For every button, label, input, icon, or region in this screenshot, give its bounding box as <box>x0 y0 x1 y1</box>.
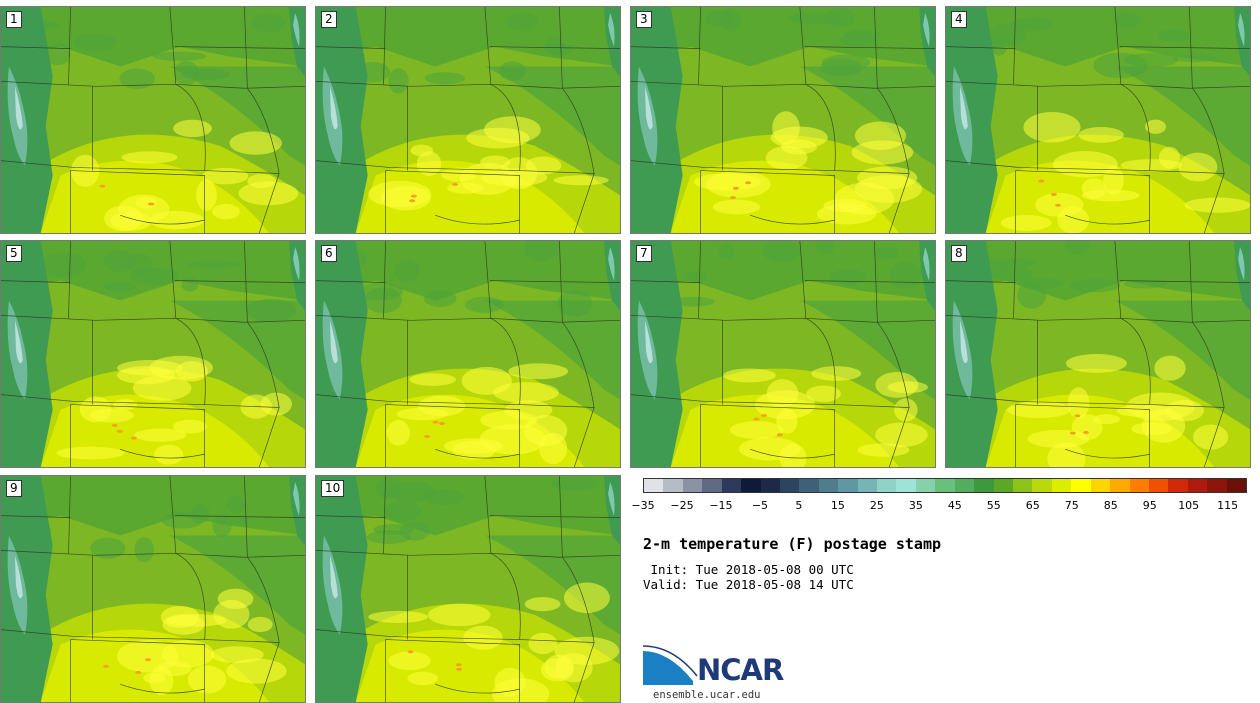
map-panel-10: 10 <box>315 475 621 703</box>
panel-number-label: 9 <box>6 480 22 497</box>
colorbar-swatch <box>779 479 800 492</box>
panel-number-label: 10 <box>321 480 345 497</box>
temperature-map <box>631 7 935 233</box>
colorbar-tick-label: 105 <box>1178 499 1200 512</box>
colorbar-swatch <box>1110 479 1130 492</box>
map-panel-7: 7 <box>630 240 936 468</box>
temperature-map <box>1 241 305 467</box>
valid-time: Valid: Tue 2018-05-08 14 UTC <box>643 577 854 592</box>
colorbar-swatch <box>857 479 878 492</box>
panel-number-label: 1 <box>6 11 22 28</box>
colorbar-tick-label: 85 <box>1103 499 1118 512</box>
colorbar-swatch <box>1207 479 1227 492</box>
colorbar-swatch <box>1226 479 1247 492</box>
map-panel-2: 2 <box>315 6 621 234</box>
temperature-map <box>631 241 935 467</box>
temperature-map <box>316 476 620 702</box>
map-title: 2-m temperature (F) postage stamp <box>643 535 942 553</box>
colorbar-swatch <box>974 479 994 492</box>
colorbar-tick-label: 35 <box>908 499 923 512</box>
panel-number-label: 7 <box>636 245 652 262</box>
colorbar-swatch <box>877 479 897 492</box>
map-panel-5: 5 <box>0 240 306 468</box>
colorbar-tick-label: 5 <box>795 499 803 512</box>
colorbar-swatch <box>1032 479 1052 492</box>
colorbar-swatch <box>954 479 975 492</box>
panel-number-label: 5 <box>6 245 22 262</box>
colorbar-tick-label: −15 <box>709 499 733 512</box>
colorbar-tick-labels: −35 −25 −15 −5 5 15 25 35 45 55 65 75 85 95 105 115 <box>631 499 1247 513</box>
colorbar-swatch <box>818 479 839 492</box>
colorbar-swatch <box>915 479 936 492</box>
colorbar-swatch <box>702 479 722 492</box>
ncar-logo-icon <box>643 645 698 685</box>
panel-number-label: 2 <box>321 11 337 28</box>
panel-number-label: 6 <box>321 245 337 262</box>
panel-number-label: 8 <box>951 245 967 262</box>
panel-number-label: 4 <box>951 11 967 28</box>
colorbar-swatch <box>935 479 955 492</box>
colorbar-swatch <box>1071 479 1091 492</box>
colorbar-swatch <box>1129 479 1149 492</box>
map-panel-8: 8 <box>945 240 1251 468</box>
colorbar-tick-label: 15 <box>830 499 845 512</box>
map-panel-3: 3 <box>630 6 936 234</box>
temperature-map <box>946 7 1250 233</box>
colorbar-swatch <box>721 479 742 492</box>
site-url: ensemble.ucar.edu <box>653 689 761 701</box>
temperature-map <box>1 476 305 702</box>
colorbar-tick-label: 45 <box>947 499 962 512</box>
colorbar-swatch <box>1051 479 1072 492</box>
colorbar-swatch <box>1187 479 1208 492</box>
colorbar-swatch <box>993 479 1014 492</box>
ncar-logo-text: NCAR <box>697 653 784 687</box>
temperature-colorbar <box>643 478 1247 493</box>
colorbar-tick-label: 25 <box>869 499 884 512</box>
colorbar-swatch <box>760 479 780 492</box>
map-panel-1: 1 <box>0 6 306 234</box>
colorbar-swatch <box>644 479 664 492</box>
map-panel-9: 9 <box>0 475 306 703</box>
colorbar-swatch <box>1168 479 1188 492</box>
colorbar-swatch <box>838 479 858 492</box>
temperature-map <box>316 7 620 233</box>
colorbar-tick-label: 65 <box>1025 499 1040 512</box>
colorbar-swatch <box>663 479 683 492</box>
colorbar-tick-label: −35 <box>631 499 655 512</box>
colorbar-swatch <box>741 479 761 492</box>
colorbar-tick-label: −25 <box>670 499 694 512</box>
colorbar-swatch <box>1148 479 1169 492</box>
colorbar-tick-label: 95 <box>1142 499 1157 512</box>
colorbar-swatch <box>682 479 703 492</box>
panel-number-label: 3 <box>636 11 652 28</box>
temperature-map <box>1 7 305 233</box>
colorbar-tick-label: 75 <box>1064 499 1079 512</box>
init-time: Init: Tue 2018-05-08 00 UTC <box>643 562 854 577</box>
map-panel-4: 4 <box>945 6 1251 234</box>
colorbar-swatch <box>1090 479 1111 492</box>
colorbar-swatch <box>799 479 819 492</box>
colorbar-tick-label: 55 <box>986 499 1001 512</box>
map-panel-6: 6 <box>315 240 621 468</box>
colorbar-swatch <box>1013 479 1033 492</box>
colorbar-swatch <box>896 479 916 492</box>
temperature-map <box>946 241 1250 467</box>
temperature-map <box>316 241 620 467</box>
colorbar-tick-label: 115 <box>1217 499 1239 512</box>
colorbar-tick-label: −5 <box>751 499 769 512</box>
